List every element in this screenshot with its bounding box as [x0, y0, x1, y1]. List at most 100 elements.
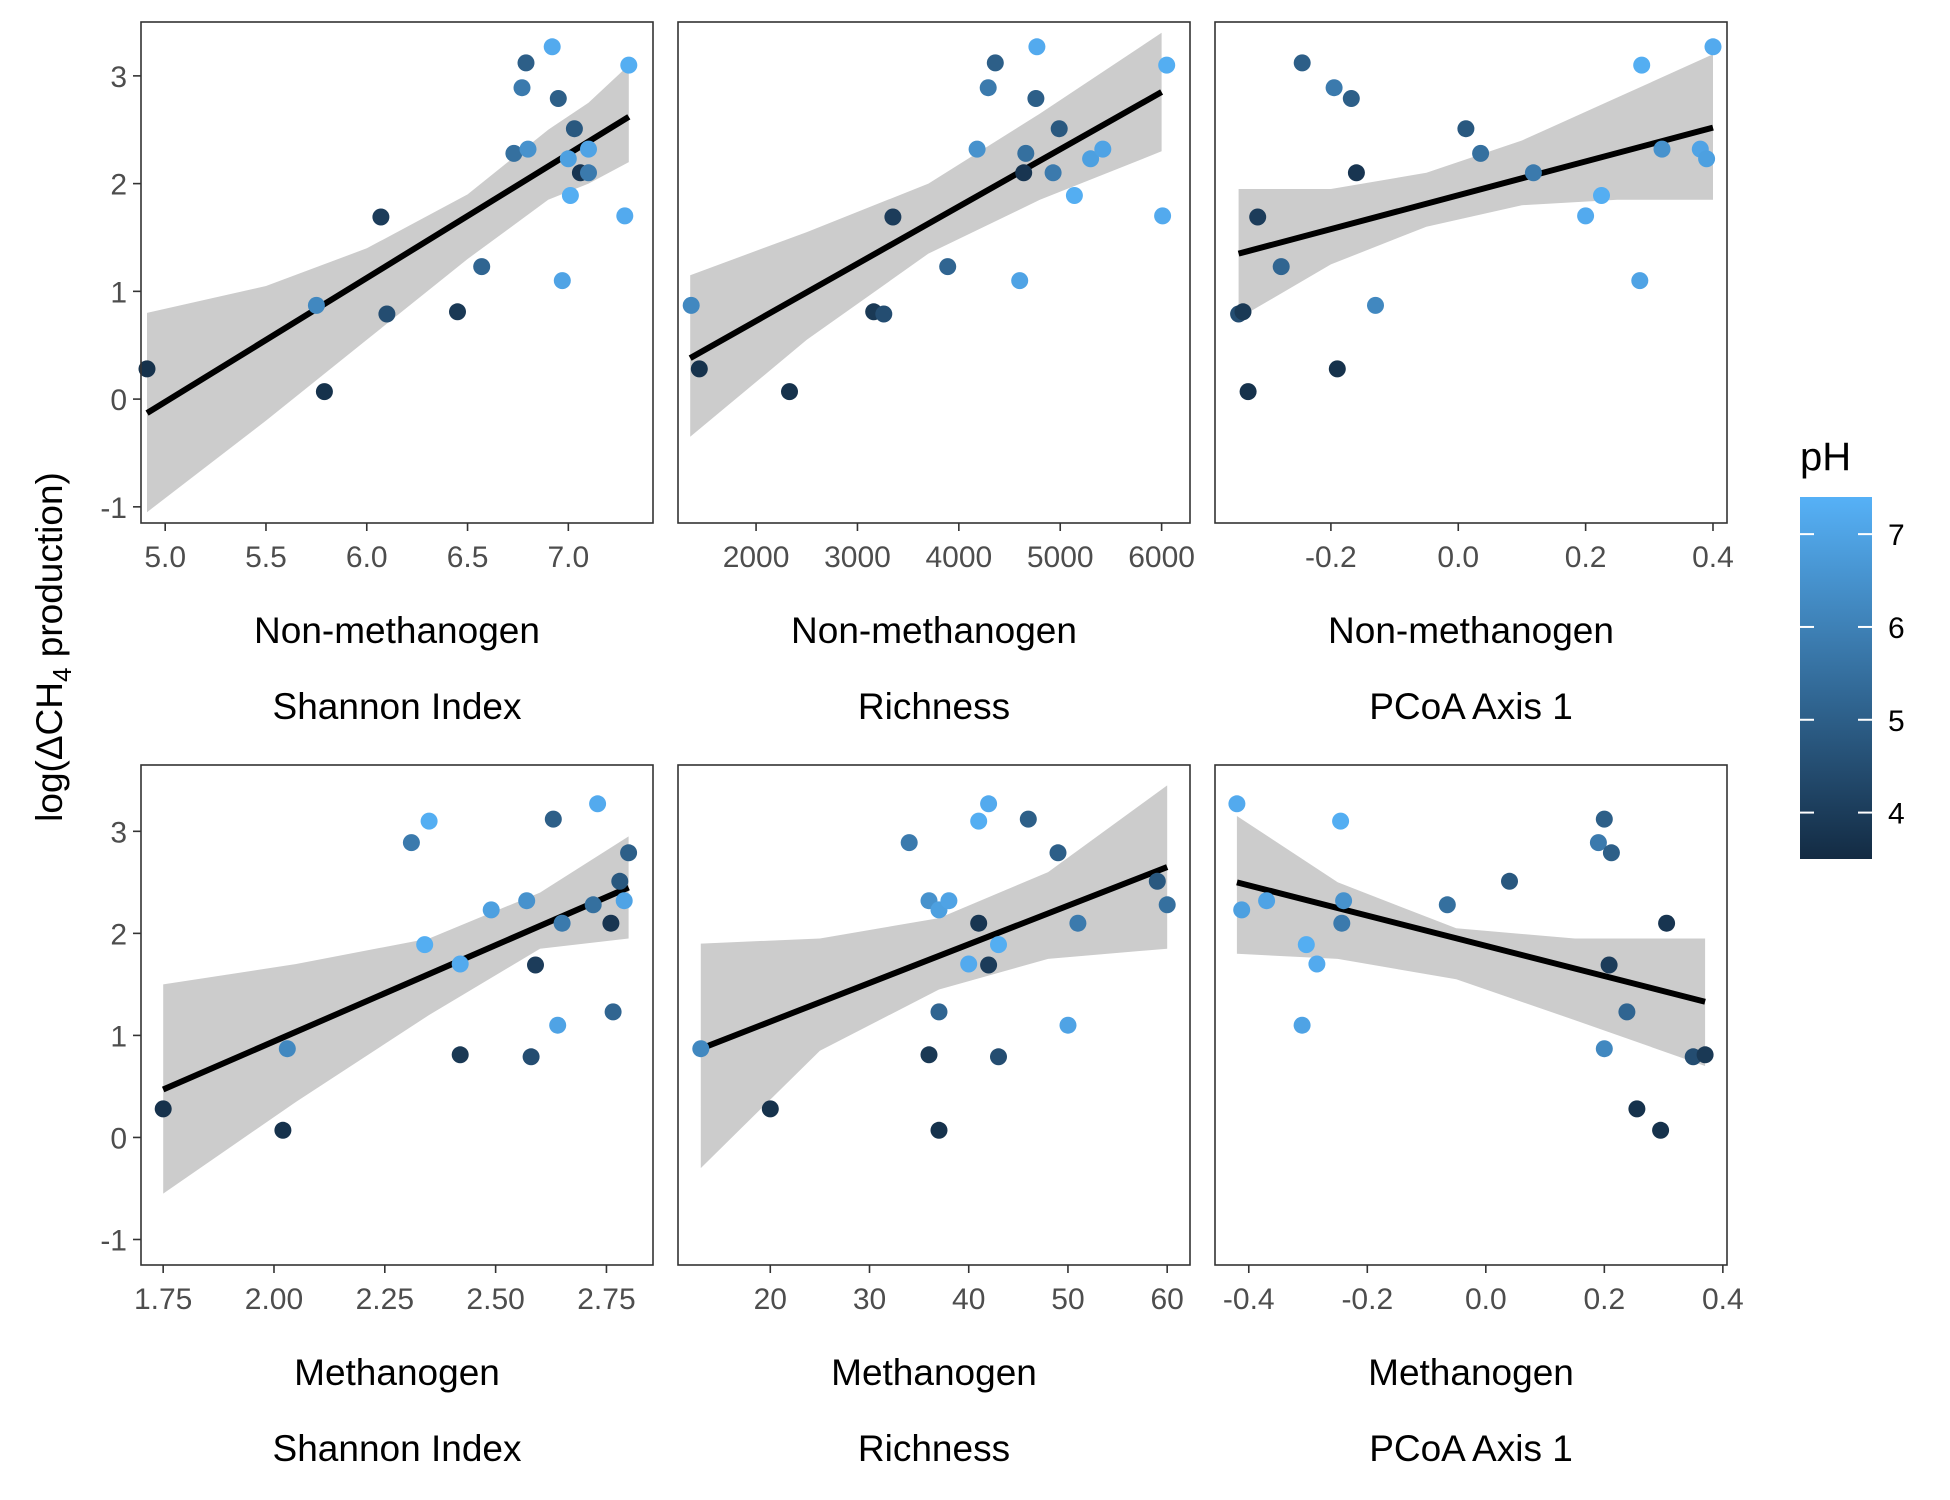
- x-axis-label-line2: PCoA Axis 1: [1369, 686, 1573, 727]
- regression-line: [688, 89, 1164, 361]
- y-axis-label: log(ΔCH4 production): [29, 472, 77, 822]
- x-tick-label: 3000: [824, 541, 891, 574]
- data-point: [1297, 936, 1315, 954]
- data-point: [1633, 56, 1651, 74]
- confidence-band: [163, 836, 629, 1194]
- data-point: [620, 56, 638, 74]
- data-point: [420, 812, 438, 830]
- legend-tick-label: 7: [1888, 519, 1905, 552]
- data-point: [1367, 296, 1384, 314]
- data-point: [519, 140, 537, 158]
- data-point: [615, 892, 633, 910]
- data-point: [1589, 834, 1607, 852]
- data-point: [979, 79, 997, 97]
- panel-border: [677, 21, 1191, 524]
- data-point: [1631, 272, 1649, 290]
- panel-top-right: -0.2 0.0 0.2 0.4 Non-methanogen PCoA Axis 1: [1214, 21, 1734, 727]
- data-point: [1577, 207, 1595, 225]
- data-point: [1325, 79, 1343, 97]
- data-point: [620, 844, 638, 862]
- data-point: [884, 208, 902, 226]
- x-axis-label-line1: Methanogen: [1368, 1352, 1574, 1393]
- y-tick-label: 2: [110, 169, 127, 202]
- panel-border: [1214, 764, 1728, 1266]
- x-axis-label-line2: Shannon Index: [273, 1428, 522, 1469]
- data-point: [580, 140, 597, 158]
- data-point: [451, 1046, 469, 1064]
- x-tick-label: 2.25: [356, 1283, 414, 1316]
- x-tick-label: 5.5: [245, 541, 287, 574]
- x-tick-label: -0.2: [1341, 1283, 1393, 1316]
- data-point: [416, 936, 434, 954]
- x-tick-label: 30: [853, 1283, 886, 1316]
- data-point: [1017, 144, 1035, 162]
- data-point: [1050, 120, 1068, 138]
- panel-bottom-left: 1.75 2.00 2.25 2.50 2.75 -1 0 1 2 3 Methanogen Shan…: [100, 764, 654, 1469]
- legend-colorbar: [1800, 497, 1872, 859]
- x-tick-label: 2.75: [577, 1283, 635, 1316]
- data-point: [1028, 38, 1046, 56]
- data-point: [1457, 120, 1475, 138]
- data-point: [315, 383, 333, 401]
- data-point: [1148, 872, 1166, 890]
- x-tick-label: 6000: [1128, 541, 1195, 574]
- data-point: [1044, 164, 1062, 182]
- data-point: [611, 872, 629, 890]
- data-point: [1438, 896, 1456, 914]
- x-tick-label: 0.4: [1692, 541, 1734, 574]
- x-tick-label: 0.0: [1465, 1283, 1507, 1316]
- panel-bottom-right: -0.4 -0.2 0.0 0.2 0.4 Methanogen PCoA Axis 1: [1214, 764, 1744, 1469]
- data-point: [1704, 38, 1722, 56]
- y-tick-label: 0: [110, 384, 127, 417]
- data-point: [1618, 1003, 1636, 1021]
- data-point: [1332, 812, 1350, 830]
- data-point: [138, 360, 156, 378]
- y-tick-label: -1: [100, 492, 127, 525]
- data-point: [1328, 360, 1346, 378]
- data-point: [1600, 956, 1618, 974]
- regression-line: [161, 884, 630, 1093]
- x-tick-label: 5000: [1027, 541, 1094, 574]
- data-point: [1059, 1016, 1077, 1034]
- data-point: [940, 892, 958, 910]
- legend-tick-label: 6: [1888, 612, 1905, 645]
- confidence-band: [700, 785, 1168, 1169]
- y-tick-label: 3: [110, 816, 127, 849]
- x-tick-label: 60: [1150, 1283, 1183, 1316]
- data-point: [1158, 56, 1176, 74]
- data-point: [1065, 187, 1083, 204]
- data-point: [690, 360, 708, 378]
- data-point: [1158, 896, 1176, 914]
- data-point: [1094, 140, 1112, 158]
- y-tick-label: 3: [110, 61, 127, 94]
- data-point: [682, 296, 700, 314]
- data-point: [1335, 892, 1353, 910]
- data-point: [307, 296, 325, 314]
- data-point: [1472, 144, 1490, 162]
- x-tick-label: 2000: [723, 541, 790, 574]
- x-axis-label-line1: Methanogen: [831, 1352, 1037, 1393]
- data-point: [278, 1040, 296, 1058]
- data-point: [274, 1121, 292, 1139]
- x-tick-label: 0.2: [1565, 541, 1607, 574]
- legend-title: pH: [1800, 435, 1851, 479]
- data-point: [1595, 810, 1613, 828]
- data-point: [505, 144, 523, 162]
- data-point: [986, 54, 1004, 72]
- data-point: [1696, 1046, 1714, 1064]
- x-tick-label: 5.0: [144, 541, 186, 574]
- data-point: [1027, 90, 1045, 107]
- regression-line: [145, 114, 631, 416]
- data-point: [553, 272, 571, 290]
- confidence-band: [1238, 54, 1713, 319]
- data-point: [565, 120, 583, 138]
- x-tick-label: 1.75: [134, 1283, 192, 1316]
- panel-border: [1214, 21, 1728, 524]
- data-point: [561, 187, 579, 204]
- x-tick-label: 2.00: [245, 1283, 303, 1316]
- x-tick-label: 50: [1051, 1283, 1084, 1316]
- legend-tick-label: 5: [1888, 705, 1905, 738]
- data-point: [920, 1046, 938, 1064]
- x-tick-label: 20: [754, 1283, 787, 1316]
